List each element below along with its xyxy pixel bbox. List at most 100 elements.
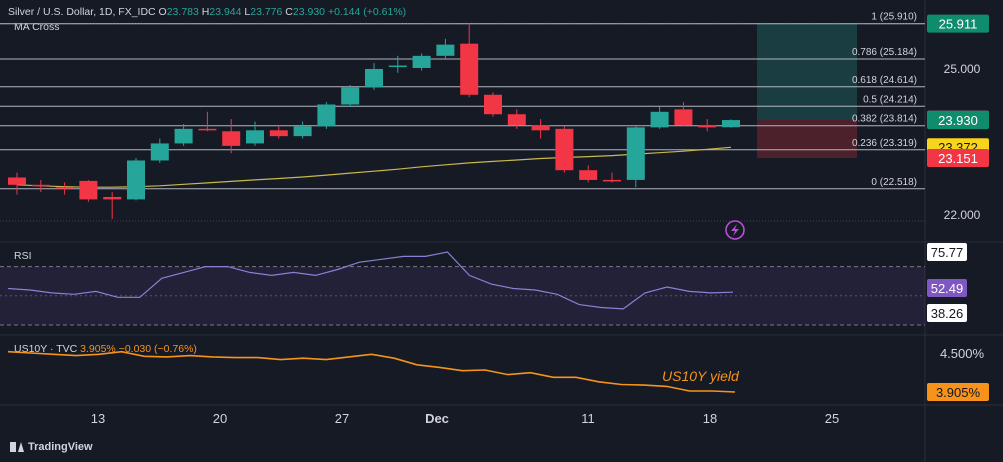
- candle: [8, 172, 26, 195]
- candle: [246, 121, 264, 146]
- fib-level-label: 0.5 (24.214): [863, 94, 917, 105]
- alert-icon: [725, 220, 745, 240]
- rsi-badge: [927, 279, 967, 297]
- candle: [650, 106, 669, 129]
- candle: [626, 126, 645, 188]
- fib-level-label: 0.236 (23.319): [852, 138, 917, 149]
- time-axis-tick: Dec: [425, 411, 449, 426]
- low-label: L: [244, 6, 251, 18]
- candle: [579, 165, 598, 183]
- candle-body: [365, 68, 383, 88]
- candle-body: [579, 170, 598, 180]
- candle-body: [412, 55, 431, 68]
- candle-body: [174, 128, 193, 144]
- tradingview-logo-icon: [10, 442, 24, 452]
- price-badge: [927, 148, 989, 167]
- candle: [79, 179, 98, 202]
- candle: [388, 55, 407, 73]
- candle: [412, 53, 431, 71]
- rsi-legend[interactable]: RSI: [14, 250, 32, 262]
- candle-body: [436, 44, 455, 56]
- candle: [150, 138, 169, 163]
- time-axis-tick: 13: [91, 411, 105, 426]
- candle-body: [246, 130, 264, 144]
- rsi-badge-label: 75.77: [931, 245, 964, 260]
- candle: [436, 38, 455, 59]
- candle: [341, 85, 360, 107]
- us10y-badge-label: 3.905%: [936, 385, 981, 400]
- candle-body: [31, 184, 50, 187]
- high-label: H: [201, 6, 210, 18]
- rsi-badge-label: 52.49: [931, 281, 964, 296]
- fib-level-label: 0.382 (23.814): [852, 114, 917, 125]
- close-label: C: [285, 6, 293, 18]
- price-axis-tick: 22.000: [944, 208, 981, 222]
- candle-body: [150, 143, 169, 161]
- rsi-badge: [927, 304, 967, 322]
- us10y-line: [7, 350, 736, 393]
- rsi-line: [7, 251, 734, 310]
- candle-body: [507, 114, 526, 126]
- candle: [460, 23, 479, 98]
- candle: [293, 121, 312, 139]
- candle: [103, 192, 122, 219]
- candle-body: [531, 125, 550, 131]
- candle-body: [555, 128, 574, 171]
- fib-level-label: 1 (25.910): [871, 12, 917, 23]
- open-value: 23.783: [166, 6, 199, 18]
- candle-body: [626, 127, 645, 180]
- fib-level-label: 0 (22.518): [871, 177, 917, 188]
- candle: [127, 158, 145, 201]
- us10y-annotation: US10Y yield: [662, 368, 739, 384]
- high-value: 23.944: [209, 6, 242, 18]
- candle-body: [198, 128, 217, 131]
- candle: [484, 92, 502, 117]
- candle-body: [269, 130, 288, 137]
- candle-body: [722, 120, 740, 128]
- rsi-badge-label: 38.26: [931, 306, 964, 321]
- time-axis-tick: 11: [581, 411, 595, 426]
- candle: [674, 102, 693, 127]
- tradingview-logo[interactable]: TradingView: [10, 441, 93, 453]
- price-badge-label: 23.930: [938, 113, 978, 128]
- price-badge-label: 25.911: [939, 17, 978, 32]
- price-badge: [927, 111, 989, 130]
- us10y-value: 3.905%: [80, 343, 116, 355]
- price-axis-tick: 25.000: [944, 62, 981, 76]
- alert-icon-bolt: [731, 224, 739, 236]
- candle: [174, 123, 193, 146]
- candle-body: [55, 187, 74, 189]
- us10y-badge: [927, 383, 989, 401]
- fib-level-label: 0.786 (25.184): [852, 47, 917, 58]
- candle: [317, 102, 336, 129]
- candle-body: [388, 65, 407, 68]
- us10y-legend[interactable]: US10Y · TVC 3.905% −0.030 (−0.76%): [14, 343, 197, 355]
- change-value: +0.144 (+0.61%): [327, 6, 407, 18]
- candle: [269, 126, 288, 139]
- fib-level-label: 0.618 (24.614): [852, 75, 917, 86]
- brand-name: TradingView: [28, 441, 93, 453]
- candle-body: [650, 111, 669, 128]
- chart-header: Silver / U.S. Dollar, 1D, FX_IDC O23.783…: [8, 6, 406, 18]
- time-axis-tick: 18: [703, 411, 717, 426]
- price-badge: [927, 14, 989, 33]
- candle-body: [698, 125, 717, 128]
- low-value: 23.776: [250, 6, 283, 18]
- rsi-badge: [927, 243, 967, 261]
- candle-body: [341, 87, 360, 105]
- candle: [722, 119, 740, 128]
- us10y-label: US10Y · TVC: [14, 343, 78, 355]
- candle: [531, 119, 550, 139]
- candle: [507, 109, 526, 129]
- candle: [222, 119, 241, 154]
- symbol-title[interactable]: Silver / U.S. Dollar, 1D, FX_IDC: [8, 6, 156, 18]
- candle-body: [293, 126, 312, 137]
- close-value: 23.930: [292, 6, 326, 18]
- candle-body: [674, 109, 693, 126]
- ma-line: [16, 146, 732, 188]
- candle-body: [484, 94, 502, 115]
- time-axis-tick: 27: [335, 411, 349, 426]
- candle-body: [460, 43, 479, 95]
- candle-body: [79, 180, 98, 200]
